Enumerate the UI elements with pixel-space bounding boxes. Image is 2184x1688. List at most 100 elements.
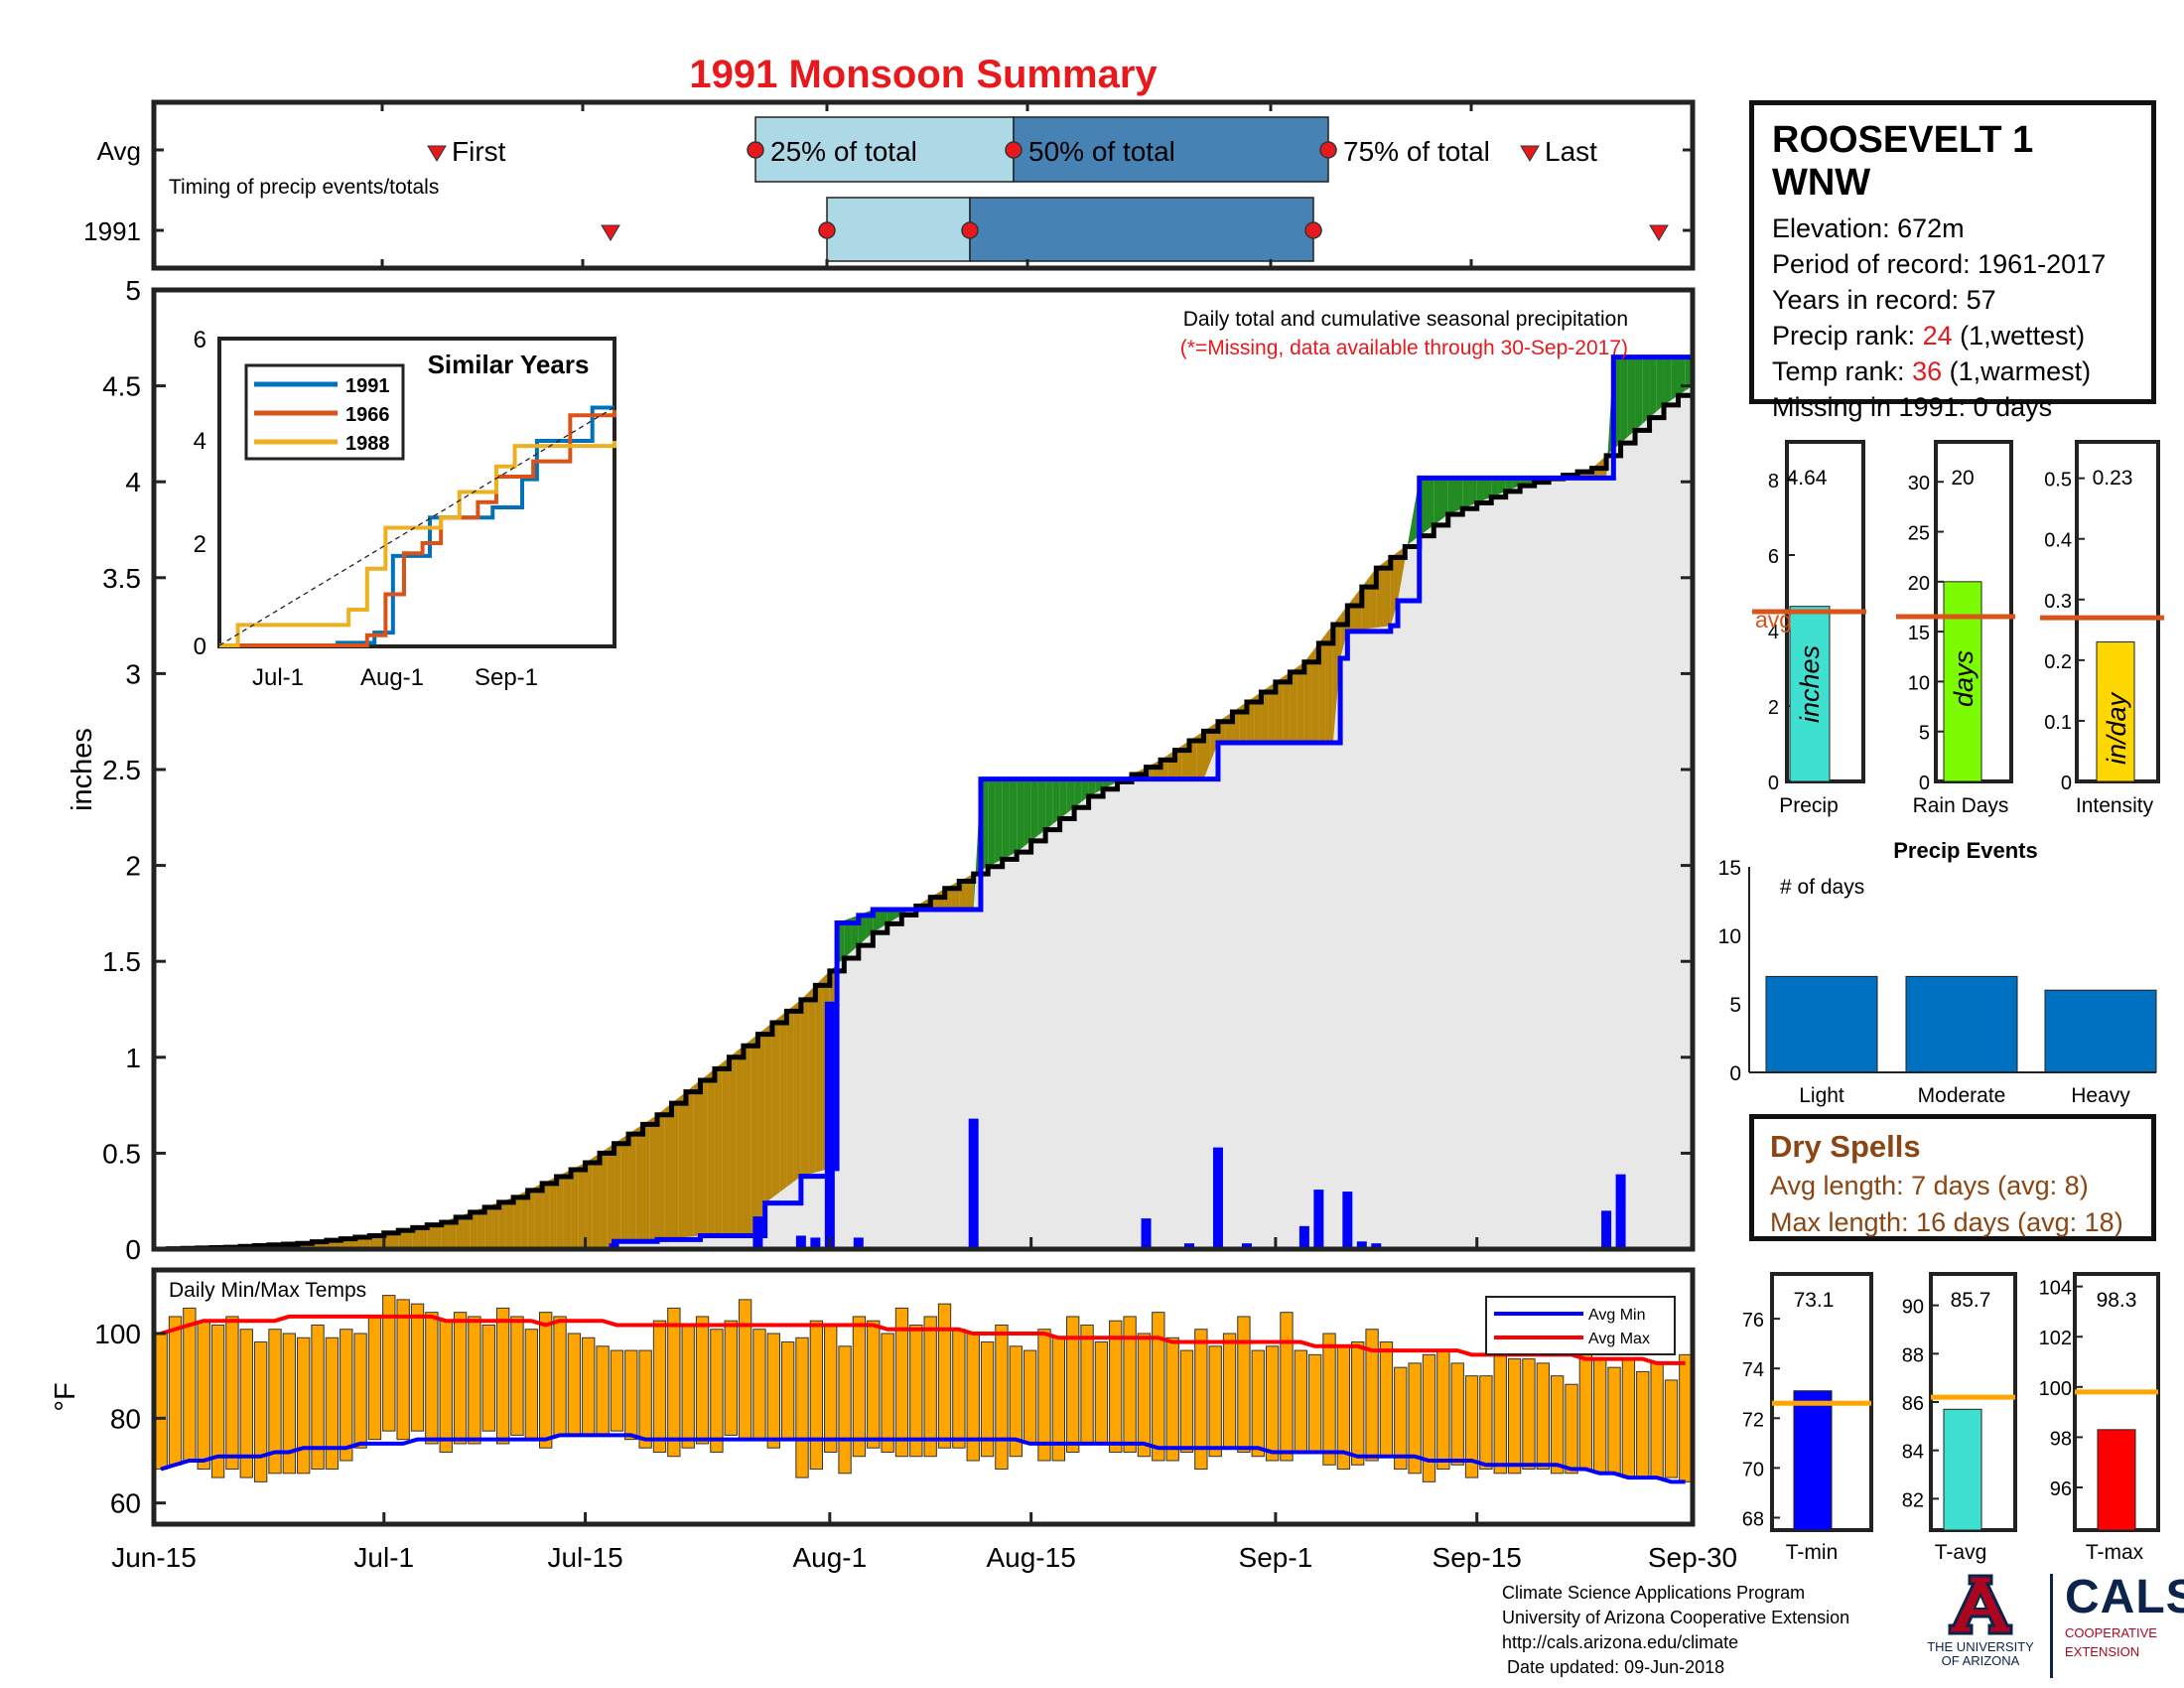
temp-rank-suffix: (1,warmest) [1942,356,2092,386]
inset-x-tick-jul1: Jul-1 [252,664,304,691]
below-average-fill [714,1062,723,1236]
daily-temp-bar [1280,1312,1294,1462]
daily-temp-bar [838,1345,852,1475]
avg-p50-label: 50% of total [1028,136,1175,167]
inset-y-tick-6: 6 [194,327,206,353]
main-precip-plot: 0 0.5 1 1.5 2 2.5 3 3.5 4 4.5 5 inches Daily total… [67,275,1696,1265]
below-average-fill [1254,691,1262,743]
below-average-fill [542,1180,550,1249]
above-average-fill [1037,778,1046,836]
daily-temp-bar [340,1329,353,1462]
year-cumulative-line [612,354,1693,1249]
above-average-fill [1476,478,1484,503]
daily-temp-bar [1094,1341,1109,1445]
above-average-fill [1024,778,1031,847]
above-average-fill [1066,778,1075,813]
daily-temp-bar [553,1316,567,1436]
precip-event-bar [1765,975,1878,1073]
daily-temp-bar [1294,1349,1308,1453]
avg-p75-marker [1319,141,1337,159]
above-average-fill [1483,478,1492,500]
above-average-fill [1491,478,1499,497]
daily-temp-bar [752,1329,766,1441]
above-average-fill [1635,356,1643,431]
above-average-fill [1440,478,1448,520]
daily-temp-bar [1194,1329,1208,1471]
daily-temp-bar [495,1307,510,1445]
precip-axis-label: Precip [1779,794,1839,817]
event-category-light: Light [1799,1084,1844,1107]
daily-temp-bar [596,1345,610,1436]
daily-precip-bar [1212,1147,1223,1249]
daily-temp-bar [582,1336,596,1436]
daily-temp-bar [1664,1379,1679,1478]
above-average-fill [1649,356,1657,418]
dry-spells-max: Max length: 16 days (avg: 18) [1770,1207,2123,1237]
daily-temp-bar [867,1320,881,1449]
station-years: Years in record: 57 [1772,285,1996,315]
below-average-fill [592,1153,601,1249]
below-average-fill [585,1158,593,1249]
event-category-moderate: Moderate [1918,1084,2006,1107]
avg-p50-marker [1005,141,1023,159]
main-y-axis-title: inches [67,728,98,811]
daily-temp-bar [1636,1370,1650,1478]
daily-temp-bar [881,1333,894,1453]
main-y-tick-label: 3 [125,658,141,689]
legend-label-1988: 1988 [345,433,390,455]
arizona-a-icon [1948,1574,2013,1635]
above-average-fill [1671,356,1679,401]
timing-caption: Timing of precip events/totals [169,176,439,199]
daily-precip-bar [1601,1210,1612,1249]
daily-temp-bar [1450,1362,1464,1466]
above-average-fill [1052,778,1060,825]
main-y-tick-label: 0 [125,1234,141,1265]
daily-temp-bar [197,1320,210,1471]
events-y-tick-label: 15 [1718,857,1741,880]
above-average-fill [1627,356,1636,437]
tavg-value: 85.7 [1951,1289,1991,1312]
below-average-fill [678,1091,686,1238]
daily-precip-bar [1141,1218,1152,1249]
year-last-marker [1649,224,1669,241]
tavg-bar [1943,1408,1982,1531]
above-average-fill [1656,356,1665,412]
daily-temp-bar [439,1320,453,1453]
daily-temp-bar [1650,1362,1664,1478]
tmin-label: T-min [1786,1541,1839,1564]
below-average-fill [693,1079,701,1237]
tavg-label: T-avg [1935,1541,1987,1564]
main-y-tick-label: 0.5 [102,1138,141,1169]
temperature-plot: 60 80 100 Daily Min/Max Temps °F Avg Min A… [50,1267,1696,1527]
daily-temp-bar [268,1329,282,1475]
station-name: ROOSEVELT 1 WNW [1772,119,2034,204]
average-cumulative-line [154,385,1696,1252]
tavg-y-axis: 82 84 86 88 90 [1902,1297,1939,1511]
mini-y-tick-label: 90 [1902,1297,1924,1319]
above-average-fill [1505,478,1513,492]
daily-temp-bar [1251,1349,1265,1458]
date-axis-label: Jul-15 [547,1542,622,1573]
above-average-fill [1045,778,1053,830]
daily-temp-bar [311,1324,325,1471]
daily-precip-bar [1241,1243,1252,1249]
precip-value: 4.64 [1787,467,1828,490]
below-average-fill [1332,615,1341,743]
daily-temp-bar [410,1303,425,1432]
cumulative-lines [154,354,1696,1252]
daily-precip-bar [1298,1225,1309,1249]
daily-temp-bar [1493,1353,1507,1475]
below-average-fill [534,1183,543,1249]
above-average-fill [1454,478,1463,512]
precip-unit: inches [1795,645,1825,723]
daily-temp-bar [1365,1329,1379,1462]
precip-event-bar [1905,975,2018,1073]
precip-events-y-label: # of days [1780,876,1864,899]
below-average-fill [628,1129,636,1241]
tavg-mini-chart: 82 84 86 88 90 85.7 T-avg [1902,1272,2017,1564]
daily-temp-bar [937,1303,952,1449]
above-average-fill [887,910,895,924]
intensity-y-axis: 0 0.1 0.2 0.3 0.4 0.5 [2044,470,2085,794]
daily-temp-bar [367,1316,382,1441]
daily-temp-bar [1123,1316,1137,1453]
